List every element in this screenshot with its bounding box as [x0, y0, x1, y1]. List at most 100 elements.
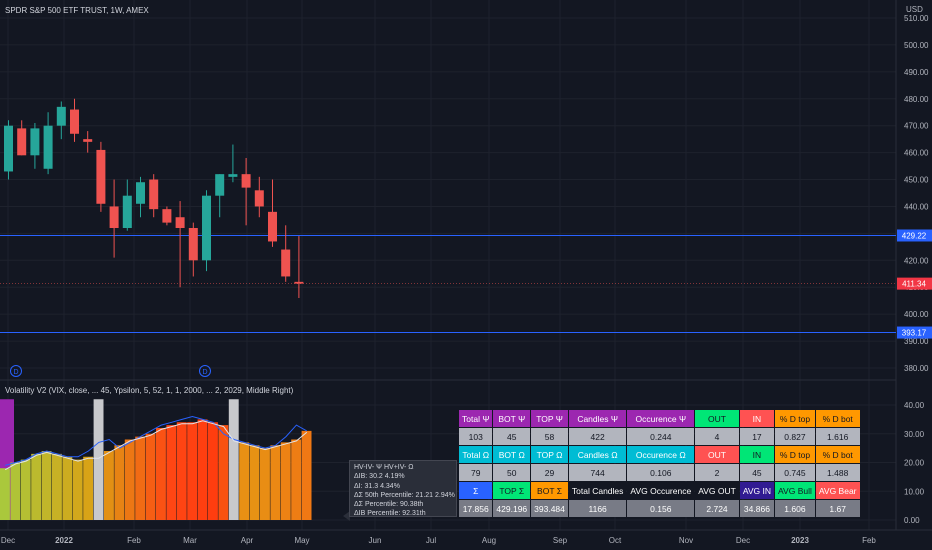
price-tick-label: 460.00	[904, 149, 929, 158]
volatility-bar	[197, 419, 208, 520]
volatility-line	[4, 420, 308, 471]
volatility-bar	[301, 430, 312, 520]
candle	[136, 176, 145, 218]
indicator-tick-label: 30.00	[904, 430, 925, 439]
candle	[162, 206, 172, 226]
table-row: Total Ψ BOT Ψ TOP Ψ Candles Ψ Occurence Ψ OUT…	[459, 410, 860, 427]
table-cell: % D top	[775, 446, 815, 463]
candle-body	[56, 106, 66, 126]
volatility-bar	[0, 468, 10, 520]
volatility-bar	[208, 422, 218, 520]
candle	[188, 222, 198, 277]
candle-body	[294, 281, 304, 284]
table-cell: BOT Σ	[531, 482, 568, 499]
dividend-marker-icon	[10, 365, 22, 377]
volatility-bar	[218, 425, 229, 520]
time-tick-label: 2023	[791, 536, 809, 545]
indicator-line	[5, 415, 308, 466]
candle-body	[30, 128, 40, 156]
table-cell: 0.827	[775, 428, 815, 445]
dividend-marker-label: D	[13, 369, 18, 376]
table-cell: OUT	[695, 410, 739, 427]
volatility-bar	[52, 453, 62, 520]
time-tick-label: May	[294, 536, 309, 545]
table-cell: 744	[568, 464, 627, 481]
table-cell: 0.745	[775, 464, 815, 481]
table-cell: Candles Ψ	[568, 410, 627, 427]
volatility-bar	[239, 442, 250, 520]
indicator-label[interactable]: Volatility V2 (VIX, close, ... 45, Ypsil…	[5, 386, 294, 395]
candle	[215, 174, 225, 218]
candle	[281, 225, 291, 282]
volatility-bar	[104, 451, 114, 520]
table-cell: 45	[739, 464, 775, 481]
upper-level-badge: 429.22	[897, 229, 932, 242]
time-axis[interactable]: Dec 2022 Feb Mar Apr May Jun Jul Aug Sep Oct Nov Dec…	[1, 536, 877, 545]
indicator-tick-label: 0.00	[904, 516, 920, 525]
candle	[96, 141, 106, 212]
candle	[268, 179, 277, 247]
price-badges: 429.22 411.34 393.17	[897, 229, 932, 339]
table-cell: 1.616	[815, 428, 860, 445]
highlight-bar	[228, 399, 239, 520]
candle	[149, 174, 159, 218]
lower-level-badge: 393.17	[897, 326, 932, 339]
currency-label: USD	[906, 5, 923, 14]
table-cell: Total Candles	[568, 482, 627, 499]
table-cell: AVG Bear	[815, 482, 860, 499]
dividend-marker[interactable]: D	[10, 365, 22, 377]
candle	[83, 131, 93, 153]
badge-background	[897, 326, 932, 339]
table-cell: 29	[531, 464, 568, 481]
last-price-badge: 411.34	[897, 277, 932, 290]
table-cell: 0.106	[627, 464, 695, 481]
price-axis[interactable]: 510.00 500.00 490.00 480.00 470.00 460.00 450.…	[904, 14, 929, 373]
badge-background	[897, 229, 932, 242]
indicator-tick-label: 20.00	[904, 459, 925, 468]
volatility-bar	[72, 459, 83, 520]
volatility-bar	[31, 453, 42, 520]
table-cell: 17	[739, 428, 775, 445]
tooltip-line: ΔIB: 30.2 4.19%	[354, 473, 405, 481]
volatility-bar	[20, 459, 31, 520]
table-cell: 45	[493, 428, 531, 445]
tooltip-line: ΔΣ Percentile: 90.38th	[354, 501, 424, 509]
badge-value: 393.17	[902, 329, 927, 338]
indicator-axis[interactable]: 40.00 30.00 20.00 10.00 0.00	[904, 401, 925, 525]
price-tick-label: 490.00	[904, 68, 929, 77]
tooltip-line: ΔIB Percentile: 92.31th	[354, 510, 426, 518]
volatility-bar	[145, 433, 156, 520]
table-cell: Occurence Ω	[627, 446, 695, 463]
candle-body	[228, 174, 238, 177]
time-tick-label: Sep	[553, 536, 568, 545]
dividend-marker-icon	[199, 365, 211, 377]
volatility-bar	[187, 422, 198, 520]
table-cell: 1.67	[815, 500, 860, 517]
table-cell: 2	[695, 464, 739, 481]
time-tick-label: 2022	[55, 536, 73, 545]
price-tick-label: 510.00	[904, 14, 929, 23]
table-cell: AVG Bull	[775, 482, 815, 499]
candle-body	[96, 149, 106, 204]
volatility-bar	[260, 448, 270, 520]
volatility-bar	[83, 456, 94, 520]
dividend-marker[interactable]: D	[199, 365, 211, 377]
table-cell: OUT	[695, 446, 739, 463]
time-tick-label: Feb	[862, 536, 876, 545]
volatility-lines	[4, 415, 308, 471]
table-cell: 1166	[568, 500, 627, 517]
candle	[17, 120, 27, 156]
statistics-table: Total Ψ BOT Ψ TOP Ψ Candles Ψ Occurence Ψ OUT…	[458, 409, 861, 518]
volatility-bar	[10, 462, 21, 520]
candle-body	[136, 182, 145, 204]
time-tick-label: Jun	[369, 536, 382, 545]
candle	[70, 98, 79, 142]
volatility-bar	[156, 428, 166, 520]
badge-background	[897, 277, 932, 290]
candle	[294, 236, 304, 298]
table-cell: IN	[739, 446, 775, 463]
indicator-tick-label: 40.00	[904, 401, 925, 410]
candle-body	[43, 125, 53, 169]
candle-body	[122, 195, 132, 228]
